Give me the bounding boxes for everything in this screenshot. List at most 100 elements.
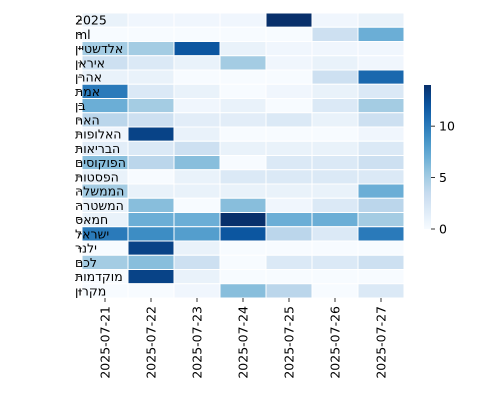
heatmap-cell bbox=[219, 126, 267, 142]
heatmap-cell bbox=[357, 55, 405, 71]
heatmap-cell bbox=[311, 283, 359, 299]
heatmap-cell bbox=[173, 269, 221, 285]
heatmap-cell bbox=[173, 254, 221, 270]
y-tick-label: אלדשטיין bbox=[75, 41, 123, 56]
y-tick-label: ישראל bbox=[75, 226, 109, 241]
y-tick-label: האלופות bbox=[75, 127, 121, 142]
heatmap-cell bbox=[311, 98, 359, 114]
heatmap-cell bbox=[265, 41, 313, 57]
heatmap-cell bbox=[265, 197, 313, 213]
heatmap-cell bbox=[219, 55, 267, 71]
heatmap-cell bbox=[127, 26, 175, 42]
heatmap-cell bbox=[173, 112, 221, 128]
heatmap-cell bbox=[127, 269, 175, 285]
y-tick-label: הפוקוסים bbox=[75, 155, 126, 170]
heatmap-cell bbox=[127, 169, 175, 185]
heatmap-cell bbox=[219, 41, 267, 57]
heatmap-cell bbox=[265, 126, 313, 142]
heatmap-cell bbox=[357, 226, 405, 242]
heatmap-cell bbox=[127, 126, 175, 142]
heatmap-cell bbox=[219, 212, 267, 228]
heatmap-cell bbox=[173, 283, 221, 299]
heatmap-cell bbox=[173, 83, 221, 99]
heatmap-cell bbox=[357, 155, 405, 171]
heatmap-cell bbox=[357, 140, 405, 156]
y-tick-label: אמת bbox=[75, 84, 100, 99]
heatmap-cell bbox=[311, 183, 359, 199]
heatmap-cell bbox=[265, 169, 313, 185]
y-tick-label: האח bbox=[75, 112, 100, 127]
heatmap-cell bbox=[127, 254, 175, 270]
colorbar-ticks: 0 5 10 bbox=[431, 119, 455, 237]
heatmap-cell bbox=[311, 126, 359, 142]
heatmap-cell bbox=[357, 283, 405, 299]
heatmap-cell bbox=[127, 83, 175, 99]
heatmap-cell bbox=[357, 41, 405, 57]
heatmap-cell bbox=[219, 69, 267, 85]
heatmap-cell bbox=[173, 41, 221, 57]
heatmap-cell bbox=[219, 226, 267, 242]
heatmap-cell bbox=[127, 41, 175, 57]
colorbar-tick-label: 10 bbox=[439, 119, 455, 134]
heatmap-cells bbox=[81, 12, 405, 299]
heatmap-cell bbox=[357, 269, 405, 285]
heatmap-cell bbox=[219, 83, 267, 99]
y-tick-label: המשטרה bbox=[75, 198, 124, 213]
heatmap-cell bbox=[357, 183, 405, 199]
heatmap-cell bbox=[265, 98, 313, 114]
heatmap-cell bbox=[311, 26, 359, 42]
heatmap-cell bbox=[357, 12, 405, 28]
heatmap-cell bbox=[127, 283, 175, 299]
heatmap-cell bbox=[173, 197, 221, 213]
x-tick-labels: 2025-07-21 2025-07-22 2025-07-23 2025-07-24… bbox=[98, 298, 389, 379]
heatmap-cell bbox=[265, 69, 313, 85]
heatmap-cell bbox=[357, 112, 405, 128]
colorbar-gradient bbox=[424, 85, 431, 229]
heatmap-cell bbox=[311, 197, 359, 213]
colorbar: 0 5 10 bbox=[424, 85, 455, 237]
y-tick-label: חמאס bbox=[75, 212, 108, 227]
heatmap-cell bbox=[357, 26, 405, 42]
heatmap-cell bbox=[311, 69, 359, 85]
y-tick-label: איראן bbox=[75, 55, 105, 70]
y-tick-label: מקרון bbox=[75, 283, 106, 298]
y-tick-label: הממשלה bbox=[75, 184, 124, 199]
heatmap-cell bbox=[173, 212, 221, 228]
heatmap-cell bbox=[127, 155, 175, 171]
heatmap-cell bbox=[311, 212, 359, 228]
heatmap-cell bbox=[311, 41, 359, 57]
heatmap-cell bbox=[219, 240, 267, 256]
y-tick-label: לכם bbox=[75, 255, 97, 270]
heatmap-cell bbox=[311, 112, 359, 128]
heatmap-cell bbox=[127, 197, 175, 213]
y-tick-label: 2025 bbox=[75, 13, 107, 28]
heatmap-cell bbox=[127, 212, 175, 228]
heatmap-cell bbox=[173, 55, 221, 71]
heatmap-cell bbox=[127, 12, 175, 28]
x-tick-label: 2025-07-22 bbox=[144, 306, 159, 379]
heatmap-cell bbox=[311, 55, 359, 71]
heatmap-cell bbox=[311, 226, 359, 242]
x-tick-label: 2025-07-24 bbox=[236, 306, 251, 379]
heatmap-cell bbox=[127, 240, 175, 256]
heatmap-cell bbox=[265, 283, 313, 299]
heatmap-cell bbox=[311, 155, 359, 171]
heatmap-cell bbox=[81, 98, 129, 114]
heatmap-cell bbox=[265, 26, 313, 42]
heatmap-cell bbox=[265, 12, 313, 28]
heatmap-cell bbox=[219, 155, 267, 171]
heatmap-cell bbox=[357, 212, 405, 228]
heatmap-cell bbox=[265, 83, 313, 99]
heatmap-cell bbox=[127, 226, 175, 242]
heatmap-cell bbox=[265, 140, 313, 156]
heatmap-cell bbox=[219, 98, 267, 114]
x-tick-label: 2025-07-27 bbox=[374, 306, 389, 379]
y-tick-label: הבריאות bbox=[75, 141, 120, 156]
heatmap-cell bbox=[173, 26, 221, 42]
x-tick-label: 2025-07-21 bbox=[98, 306, 113, 379]
heatmap-cell bbox=[357, 69, 405, 85]
heatmap-cell bbox=[311, 12, 359, 28]
heatmap-cell bbox=[357, 126, 405, 142]
y-tick-label: ml bbox=[75, 27, 91, 42]
heatmap-cell bbox=[173, 169, 221, 185]
